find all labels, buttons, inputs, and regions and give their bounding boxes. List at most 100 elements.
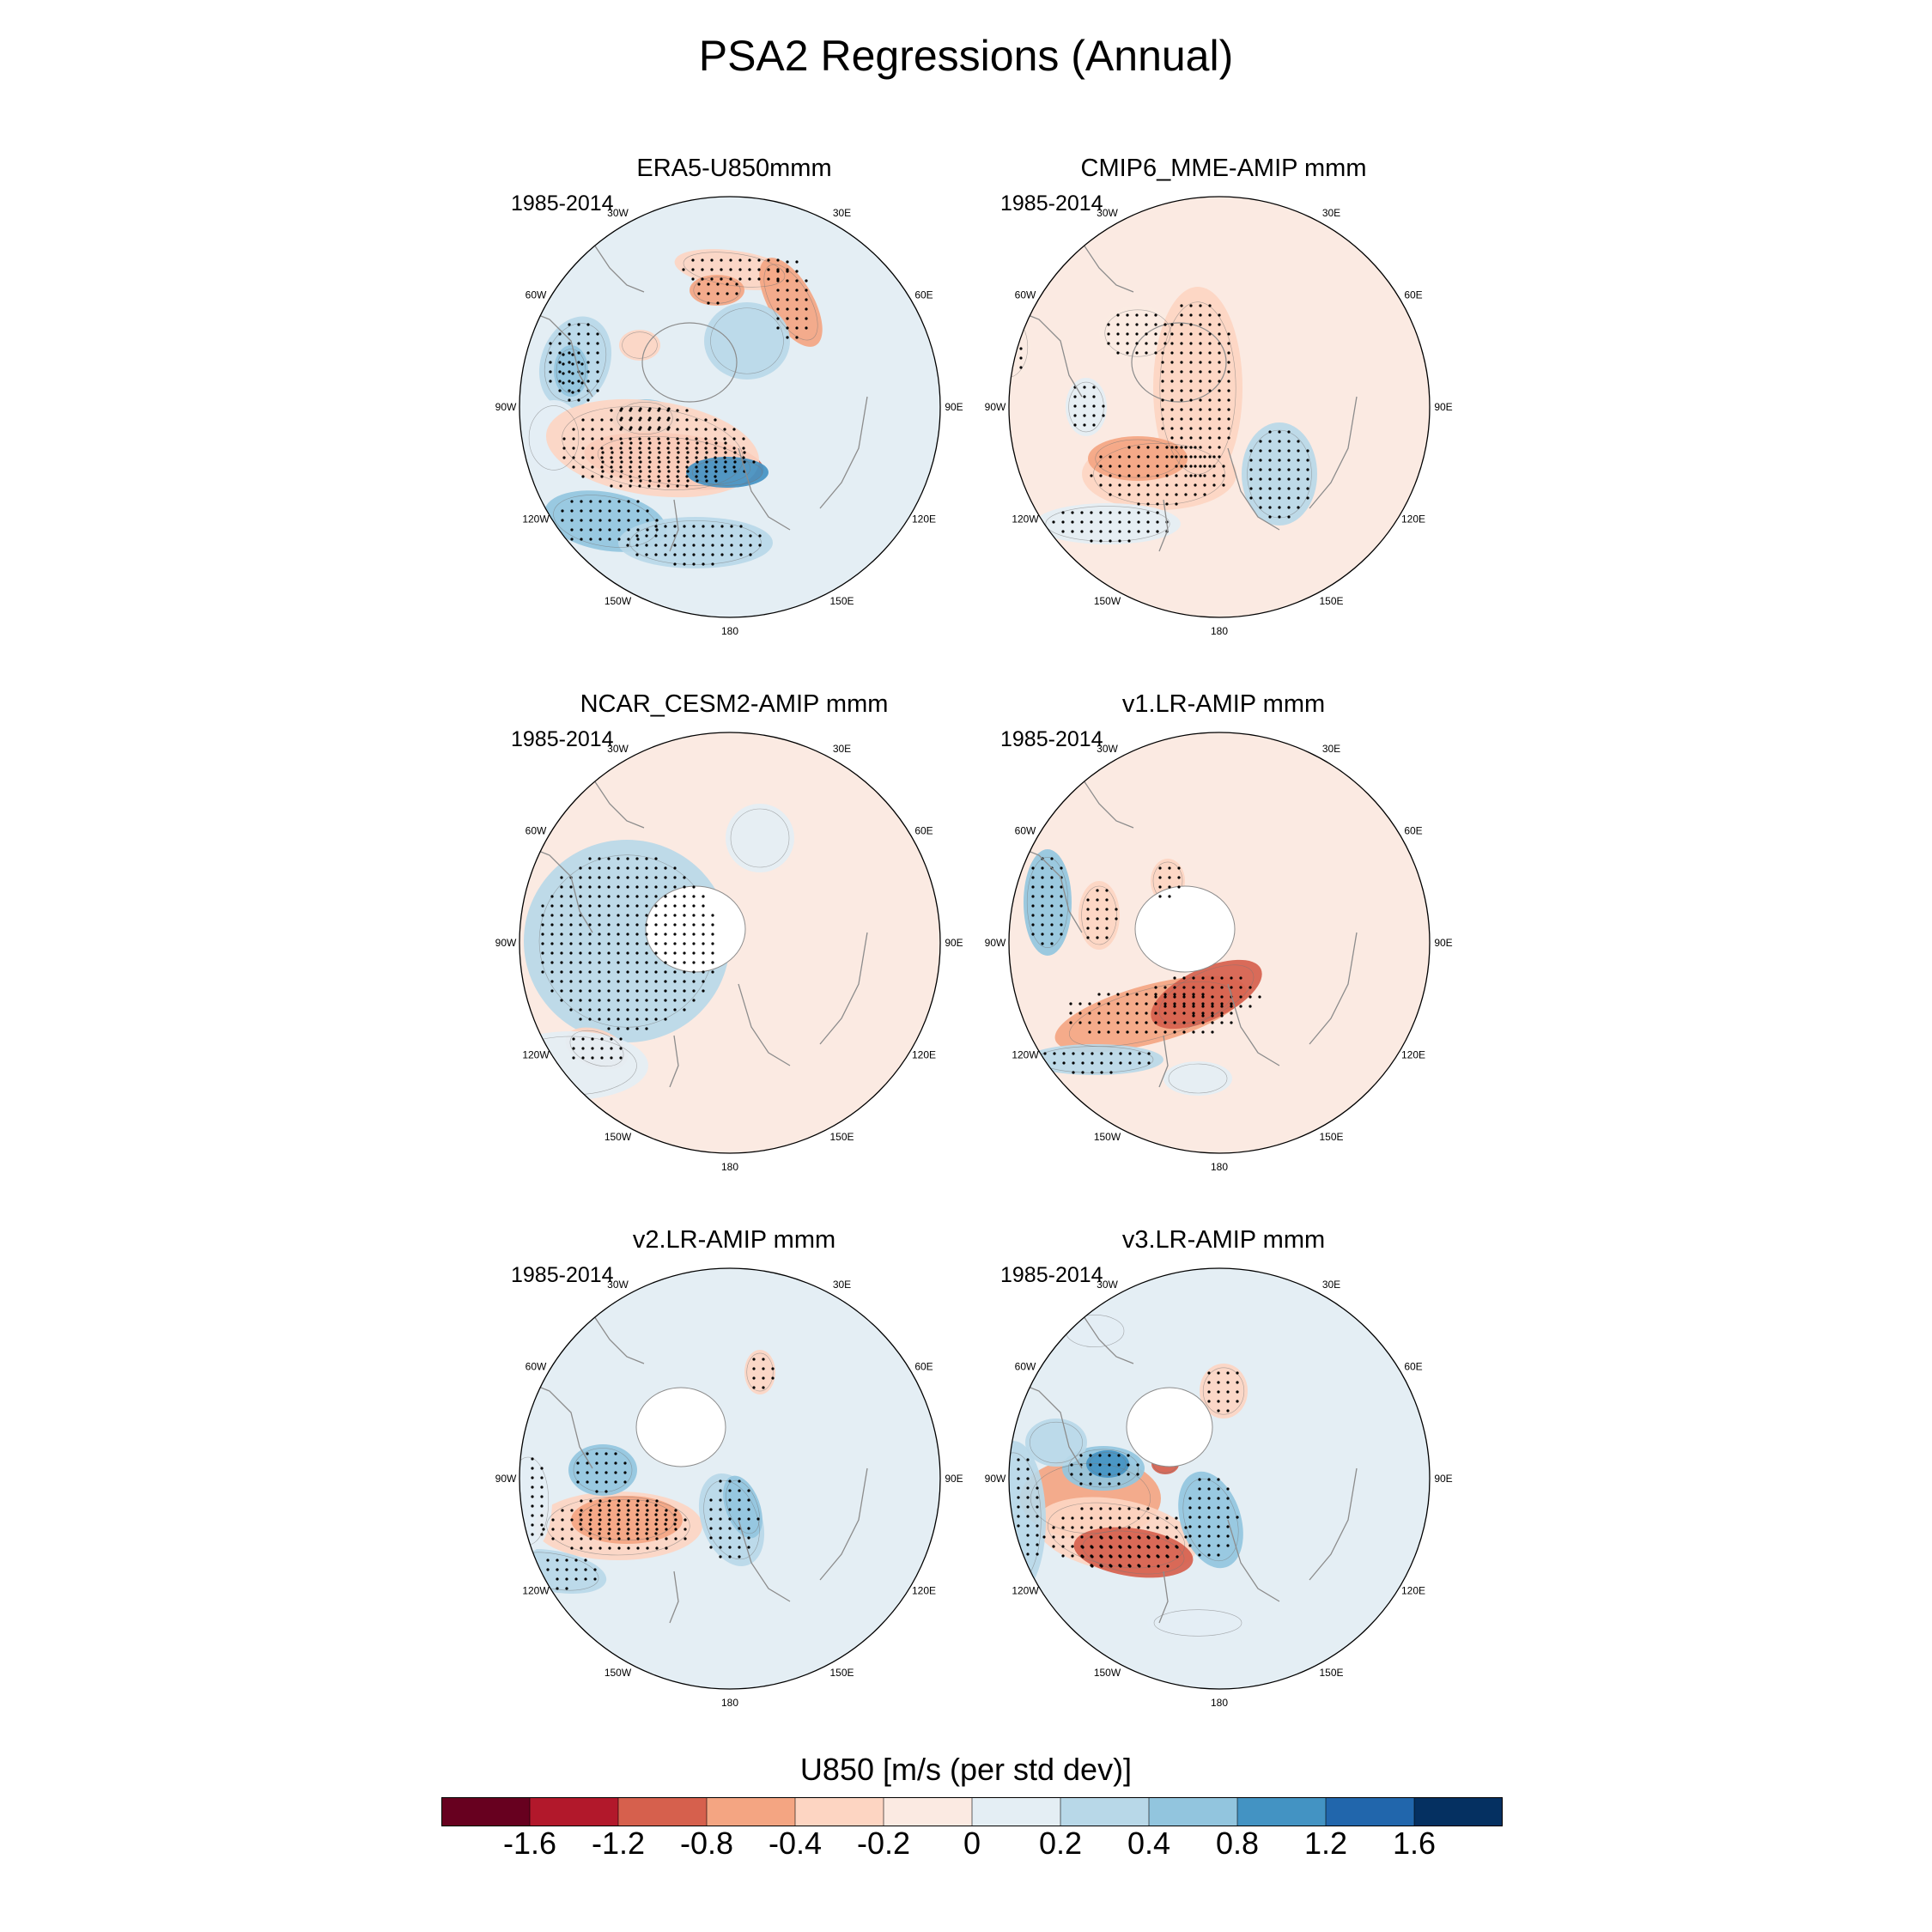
significance-dot	[1080, 1516, 1084, 1520]
significance-dot	[617, 1499, 621, 1503]
significance-dot	[617, 500, 621, 503]
significance-dot	[598, 1513, 601, 1516]
significance-dot	[1146, 465, 1150, 468]
significance-dot	[1071, 1535, 1074, 1539]
significance-dot	[558, 370, 562, 374]
significance-dot	[1145, 323, 1148, 326]
significance-dot	[569, 923, 573, 927]
significance-dot	[629, 456, 632, 459]
significance-dot	[654, 961, 658, 964]
significance-dot	[1222, 483, 1225, 487]
significance-dot	[705, 470, 708, 473]
significance-dot	[683, 885, 686, 889]
significance-dot	[581, 1056, 585, 1060]
significance-dot	[1117, 1482, 1121, 1485]
significance-dot	[726, 292, 729, 295]
significance-dot	[581, 418, 585, 422]
significance-dot	[1220, 1002, 1224, 1005]
panel-title: v2.LR-AMIP mmm	[632, 1226, 836, 1254]
significance-dot	[1156, 511, 1159, 514]
panel-period: 1985-2014	[511, 727, 614, 751]
contour-line	[1159, 301, 1236, 475]
significance-dot	[728, 1527, 732, 1530]
significance-dot	[719, 1555, 722, 1558]
anomaly-contour	[1026, 1044, 1163, 1075]
significance-dot	[1062, 1061, 1066, 1065]
significance-dot	[1198, 1487, 1201, 1491]
significance-dot	[646, 1537, 649, 1540]
significance-dot	[550, 970, 554, 974]
significance-dot	[562, 353, 565, 356]
significance-dot	[1226, 1506, 1230, 1510]
significance-dot	[569, 1008, 573, 1012]
contour-line	[1045, 506, 1170, 542]
significance-dot	[1080, 530, 1084, 533]
significance-dot	[635, 876, 639, 879]
significance-dot	[719, 1489, 722, 1492]
significance-dot	[579, 923, 582, 927]
significance-dot	[710, 268, 714, 271]
significance-dot	[702, 914, 705, 917]
significance-dot	[1170, 380, 1174, 383]
significance-dot	[749, 553, 752, 556]
significance-dot	[580, 519, 583, 522]
significance-dot	[1278, 477, 1281, 481]
significance-dot	[1098, 1482, 1102, 1485]
significance-dot	[646, 1499, 649, 1503]
coastline	[1309, 396, 1358, 509]
significance-dot	[541, 904, 544, 908]
significance-dot	[704, 475, 708, 478]
significance-dot	[692, 895, 696, 898]
significance-dot	[1126, 351, 1129, 355]
significance-dot	[692, 961, 696, 964]
significance-dot	[1158, 866, 1162, 870]
significance-dot	[1189, 342, 1193, 345]
significance-dot	[1226, 1525, 1230, 1528]
significance-dot	[1145, 1012, 1148, 1015]
significance-dot	[1118, 1516, 1121, 1520]
significance-dot	[600, 475, 604, 478]
significance-dot	[1175, 1516, 1178, 1520]
significance-dot	[709, 1508, 713, 1511]
significance-dot	[608, 519, 611, 522]
significance-dot	[572, 465, 575, 469]
significance-dot	[610, 475, 613, 478]
significance-dot	[1118, 483, 1121, 487]
significance-dot	[1287, 477, 1291, 481]
anomaly-contour	[619, 330, 660, 361]
significance-dot	[610, 465, 613, 469]
significance-dot	[1297, 468, 1300, 471]
significance-dot	[795, 260, 799, 264]
significance-dot	[1109, 465, 1112, 468]
significance-dot	[1259, 440, 1262, 443]
significance-dot	[728, 1546, 732, 1549]
significance-dot	[1163, 986, 1167, 989]
significance-dot	[1180, 380, 1183, 383]
significance-dot	[588, 866, 592, 870]
significance-dot	[638, 409, 641, 412]
significance-dot	[620, 441, 623, 445]
significance-dot	[1173, 986, 1176, 989]
significance-dot	[664, 942, 667, 945]
significance-dot	[550, 914, 554, 917]
significance-dot	[756, 1517, 760, 1521]
coastline	[1017, 310, 1083, 398]
significance-dot	[1194, 465, 1197, 468]
significance-dot	[1203, 483, 1206, 487]
significance-dot	[1137, 493, 1140, 496]
significance-dot	[1080, 1535, 1084, 1539]
significance-dot	[1079, 1454, 1083, 1457]
significance-dot	[1165, 1526, 1169, 1529]
significance-dot	[1180, 361, 1183, 364]
significance-dot	[1050, 914, 1054, 917]
significance-dot	[1017, 1515, 1020, 1518]
significance-dot	[1154, 986, 1157, 989]
significance-dot	[1297, 506, 1300, 509]
significance-dot	[683, 525, 686, 528]
significance-dot	[683, 942, 686, 945]
significance-dot	[1116, 1030, 1120, 1034]
significance-dot	[738, 1498, 741, 1502]
significance-dot	[724, 460, 727, 464]
significance-dot	[728, 1555, 732, 1558]
significance-dot	[1188, 1544, 1192, 1547]
